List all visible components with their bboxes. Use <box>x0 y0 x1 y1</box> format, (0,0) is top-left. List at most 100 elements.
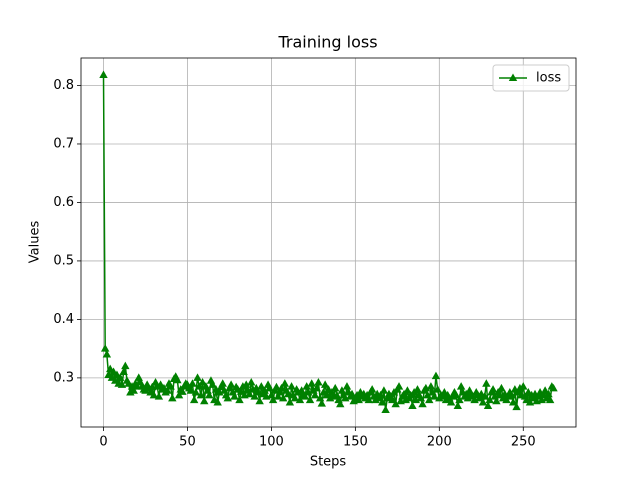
x-tick-label: 200 <box>427 435 452 450</box>
marker <box>129 386 138 394</box>
legend-box <box>492 64 570 92</box>
marker <box>119 367 128 376</box>
marker <box>273 392 283 400</box>
marker <box>336 399 345 408</box>
marker <box>431 371 441 380</box>
marker <box>260 386 269 394</box>
marker <box>451 390 461 399</box>
marker <box>480 392 489 400</box>
marker <box>100 344 110 352</box>
marker <box>525 397 535 406</box>
marker <box>287 382 296 390</box>
marker <box>544 389 553 398</box>
marker <box>277 383 286 392</box>
marker <box>196 390 206 399</box>
marker <box>189 395 199 404</box>
marker <box>178 387 187 395</box>
marker <box>394 382 404 390</box>
marker <box>545 395 555 404</box>
marker <box>117 380 127 388</box>
marker <box>305 395 315 404</box>
marker <box>307 379 316 387</box>
chart-title: Training loss <box>277 33 377 52</box>
marker <box>193 373 202 381</box>
x-tick-label: 250 <box>511 435 536 450</box>
marker <box>549 383 558 392</box>
marker <box>483 401 493 409</box>
x-axis-label: Steps <box>310 455 347 470</box>
marker <box>317 399 326 407</box>
marker <box>280 379 290 387</box>
marker <box>300 392 310 400</box>
marker <box>388 395 397 404</box>
marker <box>367 385 377 393</box>
marker <box>198 378 207 386</box>
x-tick-label: 0 <box>99 435 107 450</box>
marker <box>236 387 246 395</box>
marker <box>290 393 300 402</box>
marker <box>376 390 385 399</box>
marker <box>446 397 456 406</box>
marker <box>226 380 236 388</box>
y-axis-label: Values <box>28 221 43 264</box>
y-tick-label: 0.7 <box>53 136 74 151</box>
marker <box>347 389 357 398</box>
marker <box>102 349 112 358</box>
marker <box>379 386 389 394</box>
x-tick-label: 150 <box>343 435 368 450</box>
marker <box>378 397 387 406</box>
marker <box>413 385 422 393</box>
marker <box>257 382 266 390</box>
marker <box>408 401 417 409</box>
marker <box>191 387 201 396</box>
marker <box>519 382 528 390</box>
marker <box>284 389 293 398</box>
marker <box>121 361 130 370</box>
marker <box>416 393 426 402</box>
marker <box>312 383 321 392</box>
marker <box>255 396 264 405</box>
marker <box>154 392 164 400</box>
marker <box>149 390 159 399</box>
marker <box>478 397 488 406</box>
marker <box>391 399 400 408</box>
marker <box>205 390 214 399</box>
marker <box>433 385 442 393</box>
legend-label: loss <box>536 71 561 86</box>
marker <box>235 395 244 404</box>
marker <box>453 401 462 409</box>
y-tick-label: 0.3 <box>53 370 74 385</box>
x-tick-label: 100 <box>259 435 284 450</box>
marker <box>247 378 256 386</box>
marker <box>200 396 209 405</box>
marker <box>315 393 325 402</box>
marker <box>497 383 506 392</box>
marker <box>364 395 373 404</box>
marker <box>265 383 274 392</box>
y-tick-label: 0.6 <box>53 195 74 210</box>
x-tick-label: 50 <box>179 435 196 450</box>
marker <box>540 386 550 394</box>
marker <box>331 383 340 392</box>
plot-frame <box>80 57 577 428</box>
marker <box>230 392 239 400</box>
marker <box>295 395 305 404</box>
marker <box>275 387 285 396</box>
marker <box>418 399 427 408</box>
marker <box>188 379 197 387</box>
marker <box>485 395 494 404</box>
marker <box>509 397 518 406</box>
marker <box>482 379 491 387</box>
marker <box>507 390 516 399</box>
marker <box>250 392 259 400</box>
marker <box>314 378 323 386</box>
marker <box>186 386 196 394</box>
marker <box>426 382 436 390</box>
marker <box>488 385 498 393</box>
marker <box>218 379 227 387</box>
marker <box>512 402 521 411</box>
marker <box>425 395 434 404</box>
marker <box>455 395 464 404</box>
marker <box>492 396 501 405</box>
